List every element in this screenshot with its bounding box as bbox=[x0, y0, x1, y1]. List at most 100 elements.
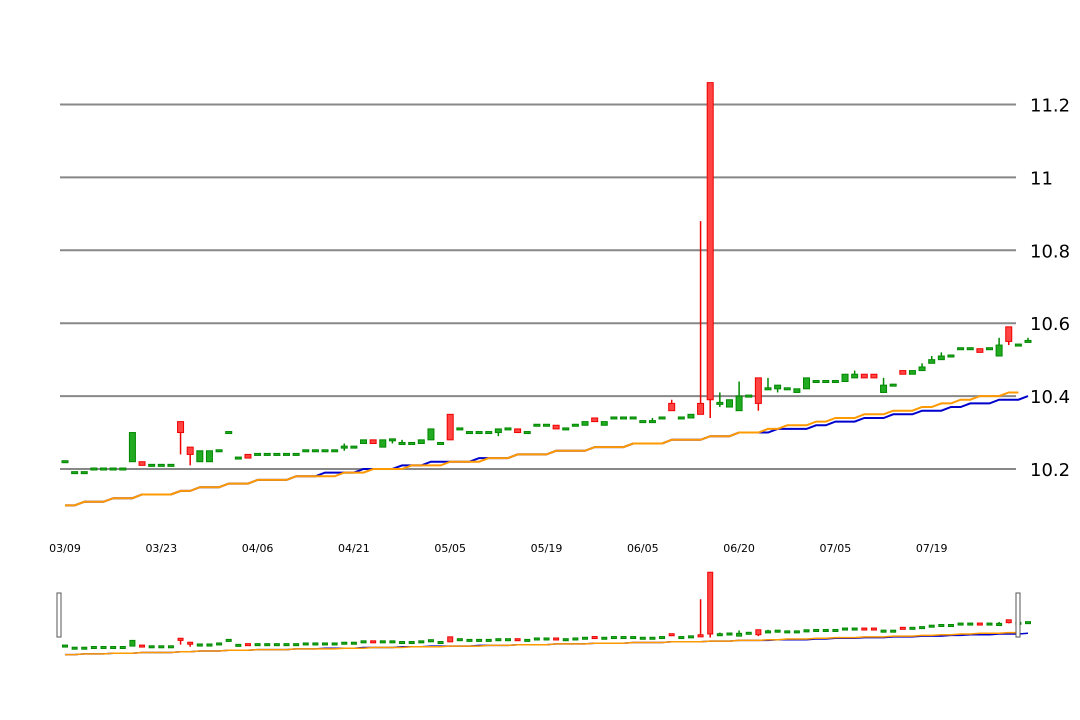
navigator-left-handle[interactable] bbox=[56, 592, 62, 638]
x-tick-label: 07/05 bbox=[820, 542, 852, 555]
main-candle bbox=[957, 347, 965, 351]
main-candle bbox=[494, 428, 502, 437]
main-candle-body bbox=[957, 347, 965, 351]
navigator-candle bbox=[707, 571, 714, 638]
navigator-candle-body bbox=[957, 622, 964, 626]
navigator-candle-body bbox=[764, 630, 771, 634]
navigator-candle-body bbox=[610, 636, 617, 640]
navigator-panel[interactable] bbox=[56, 571, 1031, 656]
main-candle-body bbox=[90, 467, 98, 471]
main-candle-body bbox=[398, 441, 406, 445]
x-tick-label: 06/05 bbox=[627, 542, 659, 555]
main-candle-body bbox=[985, 347, 993, 351]
navigator-candle-body bbox=[389, 640, 396, 644]
main-candle-body bbox=[754, 377, 762, 404]
main-candle-body bbox=[928, 359, 936, 364]
navigator-right-handle[interactable] bbox=[1015, 592, 1021, 638]
main-candle-body bbox=[639, 420, 647, 424]
main-candle-body bbox=[735, 395, 743, 412]
navigator-candle bbox=[832, 628, 839, 632]
main-candle bbox=[889, 383, 897, 387]
main-candle-body bbox=[831, 380, 839, 384]
navigator-candle-body bbox=[822, 628, 829, 632]
navigator-candle bbox=[273, 643, 280, 647]
main-candle-body bbox=[783, 387, 791, 391]
navigator-candle bbox=[957, 622, 964, 626]
main-candle bbox=[273, 452, 281, 456]
main-candle bbox=[225, 431, 233, 435]
main-candle-body bbox=[514, 428, 522, 434]
main-candle bbox=[831, 380, 839, 384]
navigator-candle bbox=[620, 636, 627, 640]
main-candle-body bbox=[109, 467, 117, 471]
main-candle-body bbox=[119, 467, 127, 471]
main-candle bbox=[148, 463, 156, 467]
main-candle bbox=[205, 450, 213, 463]
navigator-candle bbox=[81, 646, 88, 650]
navigator-candle-body bbox=[427, 639, 434, 643]
x-axis-ticks: 03/09 03/23 04/06 04/21 05/05 05/19 06/05 06/20… bbox=[49, 542, 947, 555]
main-candle-body bbox=[995, 344, 1003, 357]
main-candle bbox=[80, 471, 88, 475]
main-candle bbox=[1005, 326, 1013, 346]
navigator-candle-body bbox=[832, 628, 839, 632]
navigator-candle-body bbox=[784, 630, 791, 634]
navigator-candle-body bbox=[81, 646, 88, 650]
main-candle bbox=[398, 439, 406, 445]
main-candle-body bbox=[620, 416, 628, 420]
navigator-candle bbox=[225, 638, 232, 642]
main-candle-body bbox=[485, 431, 493, 435]
navigator-candle bbox=[389, 640, 396, 644]
navigator-candle bbox=[360, 640, 367, 644]
moving-average-lines bbox=[65, 391, 1029, 507]
navigator-candle-body bbox=[582, 636, 589, 640]
navigator-candle-body bbox=[254, 643, 261, 647]
main-candle bbox=[379, 439, 387, 448]
navigator-candle-body bbox=[793, 630, 800, 634]
main-candle bbox=[138, 461, 146, 466]
navigator-candle-body bbox=[302, 642, 309, 646]
main-candle-body bbox=[1014, 343, 1022, 347]
main-candle bbox=[475, 431, 483, 435]
navigator-candle bbox=[177, 637, 184, 645]
navigator-candle-body bbox=[447, 636, 454, 643]
y-tick-label: 10.8 bbox=[1030, 241, 1070, 262]
navigator-candle bbox=[514, 638, 521, 642]
main-candle bbox=[254, 452, 262, 456]
navigator-candle bbox=[158, 645, 165, 649]
navigator-candle bbox=[62, 644, 68, 648]
grid-lines bbox=[60, 103, 1016, 470]
navigator-candle-body bbox=[630, 636, 637, 640]
navigator-candle-body bbox=[533, 637, 540, 641]
navigator-candle-body bbox=[273, 643, 280, 647]
main-candle-body bbox=[841, 373, 849, 383]
main-candle-body bbox=[167, 463, 175, 467]
main-candle-body bbox=[331, 449, 339, 453]
main-candle-body bbox=[581, 421, 589, 426]
navigator-candle bbox=[466, 638, 473, 642]
y-tick-label: 11 bbox=[1030, 168, 1053, 189]
navigator-candle bbox=[582, 636, 589, 640]
navigator-candle bbox=[322, 642, 329, 646]
navigator-candle bbox=[842, 627, 849, 631]
navigator-candle bbox=[196, 643, 203, 647]
main-candle bbox=[196, 450, 204, 463]
main-candle-body bbox=[350, 445, 358, 449]
main-candle-body bbox=[725, 399, 733, 408]
main-candle bbox=[533, 423, 541, 427]
main-candle-body bbox=[976, 348, 984, 353]
navigator-candle bbox=[784, 630, 791, 634]
navigator-candle-body bbox=[244, 643, 251, 647]
main-candle bbox=[793, 388, 801, 393]
main-candle bbox=[706, 82, 714, 418]
main-candle bbox=[639, 420, 647, 424]
navigator-candle-body bbox=[591, 636, 598, 640]
navigator-candle-body bbox=[148, 645, 155, 649]
navigator-candle bbox=[572, 637, 579, 641]
x-tick-label: 03/09 bbox=[49, 542, 81, 555]
navigator-candle bbox=[870, 627, 877, 631]
main-candle bbox=[745, 394, 753, 398]
main-candle-body bbox=[340, 445, 348, 449]
navigator-candle bbox=[668, 633, 675, 637]
navigator-candle-body bbox=[639, 636, 646, 640]
